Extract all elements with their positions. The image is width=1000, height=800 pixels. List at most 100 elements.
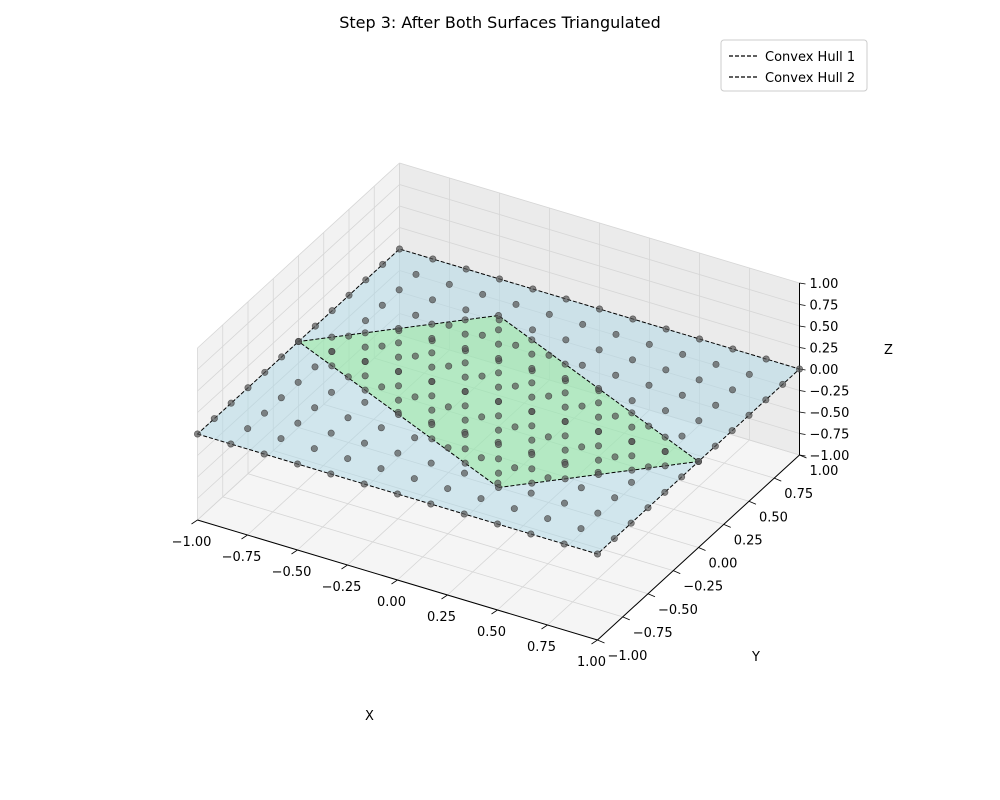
point-hull-1 (261, 368, 269, 376)
point-hull-2 (628, 437, 636, 445)
grid-left-z-7 (197, 184, 400, 370)
point-hull-2 (528, 393, 536, 401)
point-hull-1 (260, 450, 268, 458)
point-hull-2 (361, 343, 369, 351)
point-hull-2 (361, 386, 369, 394)
x-tick-mark-6 (491, 609, 498, 615)
point-hull-2 (394, 382, 402, 390)
point-hull-1 (595, 305, 603, 313)
point-hull-1 (310, 445, 318, 453)
point-hull-2 (494, 369, 502, 377)
point-hull-1 (512, 341, 520, 349)
x-axis-label: X (365, 709, 374, 724)
point-hull-1 (344, 414, 352, 422)
tick-labels: −1.00 −1.00 −1.00 −0.75 −0.75 −0.75 −0.50 −0.50… (172, 277, 850, 670)
z-tick-mark-2 (799, 411, 806, 414)
x-tick-mark-3 (341, 564, 348, 570)
x-tick-label-7: 0.75 (527, 640, 556, 655)
point-hull-1 (695, 376, 703, 384)
point-hull-1 (395, 245, 403, 253)
point-hull-1 (427, 500, 435, 508)
point-hull-1 (511, 382, 519, 390)
point-hull-1 (379, 260, 387, 268)
point-hull-1 (527, 489, 535, 497)
point-hull-1 (612, 330, 620, 338)
point-hull-2 (528, 450, 536, 458)
point-hull-2 (594, 384, 602, 392)
point-hull-2 (428, 320, 436, 328)
z-tick-label-5: 0.25 (810, 342, 839, 357)
point-hull-1 (645, 340, 653, 348)
point-hull-1 (562, 336, 570, 344)
y-tick-label-0: −1.00 (608, 649, 648, 664)
point-hull-2 (561, 374, 569, 382)
point-hull-2 (561, 403, 569, 411)
point-hull-1 (644, 463, 652, 471)
legend-label-hull-2: Convex Hull 2 (765, 71, 855, 86)
point-hull-2 (494, 397, 502, 405)
z-tick-label-0: −1.00 (810, 449, 850, 464)
z-tick-mark-1 (799, 433, 806, 435)
point-hull-1 (244, 425, 252, 433)
point-hull-2 (461, 316, 469, 324)
point-hull-2 (561, 460, 569, 468)
point-hull-1 (361, 317, 369, 325)
point-hull-1 (293, 460, 301, 468)
point-hull-1 (327, 470, 335, 478)
point-hull-1 (645, 422, 653, 430)
point-hull-1 (345, 291, 353, 299)
grid-back-z-5 (399, 227, 800, 348)
point-hull-2 (461, 344, 469, 352)
point-hull-1 (645, 381, 653, 389)
point-hull-1 (745, 370, 753, 378)
point-hull-1 (460, 469, 468, 477)
y-tick-mark-7 (774, 477, 782, 482)
x-tick-mark-5 (441, 594, 448, 600)
point-hull-1 (661, 407, 669, 415)
y-tick-label-2: −0.50 (658, 603, 698, 618)
point-hull-1 (260, 409, 268, 417)
point-hull-1 (762, 396, 770, 404)
z-tick-label-8: 1.00 (810, 277, 839, 292)
point-hull-2 (594, 413, 602, 421)
point-hull-1 (544, 474, 552, 482)
point-hull-1 (210, 415, 218, 423)
point-hull-1 (393, 490, 401, 498)
z-tick-label-2: −0.50 (810, 406, 850, 421)
point-hull-1 (678, 391, 686, 399)
x-tick-mark-4 (391, 579, 398, 585)
point-hull-1 (444, 403, 452, 411)
point-hull-1 (378, 342, 386, 350)
point-hull-2 (294, 337, 302, 345)
y-tick-label-5: 0.25 (734, 533, 763, 548)
point-hull-1 (560, 540, 568, 548)
point-hull-2 (428, 349, 436, 357)
z-tick-mark-5 (799, 347, 806, 349)
point-hull-2 (561, 432, 569, 440)
point-hull-1 (628, 397, 636, 405)
point-hull-2 (328, 333, 336, 341)
point-hull-1 (578, 402, 586, 410)
point-hull-1 (662, 366, 670, 374)
point-hull-1 (345, 332, 353, 340)
point-hull-1 (378, 383, 386, 391)
point-hull-1 (444, 485, 452, 493)
z-tick-mark-3 (799, 390, 806, 392)
point-hull-2 (561, 360, 569, 368)
point-hull-2 (628, 452, 636, 460)
point-hull-1 (560, 499, 568, 507)
point-hull-1 (277, 435, 285, 443)
point-hull-1 (578, 361, 586, 369)
x-tick-label-2: −0.50 (272, 565, 312, 580)
point-hull-2 (394, 353, 402, 361)
point-hull-1 (377, 465, 385, 473)
x-tick-label-0: −1.00 (172, 535, 212, 550)
point-hull-2 (528, 336, 536, 344)
point-hull-1 (344, 373, 352, 381)
data-points (194, 245, 803, 558)
point-hull-1 (311, 404, 319, 412)
point-hull-1 (227, 440, 235, 448)
point-hull-2 (394, 410, 402, 418)
y-tick-label-6: 0.50 (759, 510, 788, 525)
